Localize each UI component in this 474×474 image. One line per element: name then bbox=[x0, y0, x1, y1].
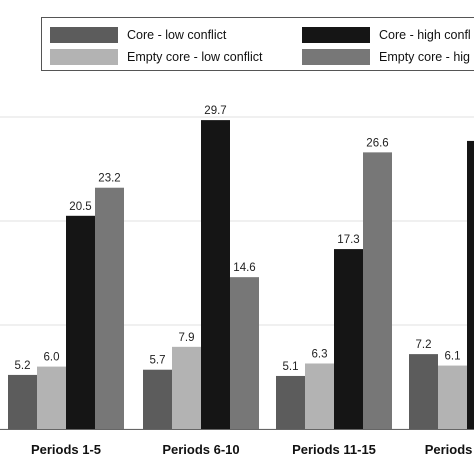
legend-label: Core - high confl bbox=[379, 28, 471, 42]
legend: Core - low conflict Empty core - low con… bbox=[41, 17, 474, 71]
data-label: 17.3 bbox=[337, 234, 359, 246]
x-tick-label: Periods 1-5 bbox=[31, 442, 101, 457]
data-label: 5.2 bbox=[15, 360, 31, 372]
bar bbox=[143, 369, 172, 429]
x-tick-label: Periods 11-15 bbox=[292, 442, 376, 457]
legend-item-core-low: Core - low conflict bbox=[50, 26, 226, 44]
data-label: 6.1 bbox=[445, 351, 461, 363]
data-label: 6.0 bbox=[44, 352, 60, 364]
bar bbox=[66, 215, 95, 429]
data-label: 7.9 bbox=[179, 332, 195, 344]
legend-item-empty-low: Empty core - low conflict bbox=[50, 48, 262, 66]
legend-label: Empty core - low conflict bbox=[127, 50, 263, 64]
bar bbox=[334, 249, 363, 429]
bar bbox=[8, 374, 37, 429]
bar bbox=[438, 365, 467, 429]
legend-label: Core - low conflict bbox=[127, 28, 227, 42]
bar bbox=[230, 277, 259, 429]
bar bbox=[409, 354, 438, 429]
bar bbox=[467, 140, 474, 430]
x-tick-label: Periods 6-10 bbox=[162, 442, 239, 457]
data-label: 5.7 bbox=[150, 355, 166, 367]
legend-swatch bbox=[50, 49, 118, 65]
bar bbox=[305, 363, 334, 429]
bar bbox=[37, 366, 66, 429]
data-label: 14.6 bbox=[233, 262, 255, 274]
legend-swatch bbox=[50, 27, 118, 43]
bar bbox=[363, 152, 392, 430]
bar bbox=[201, 120, 230, 430]
data-label: 7.2 bbox=[416, 339, 432, 351]
legend-swatch bbox=[302, 49, 370, 65]
data-label: 5.1 bbox=[283, 361, 299, 373]
data-label: 23.2 bbox=[98, 173, 120, 185]
legend-item-empty-high: Empty core - hig bbox=[302, 48, 470, 66]
x-tick-label: Periods 16-20 bbox=[425, 442, 474, 457]
data-label: 6.3 bbox=[312, 348, 328, 360]
bar bbox=[276, 375, 305, 429]
legend-item-core-high: Core - high confl bbox=[302, 26, 471, 44]
bar bbox=[95, 187, 124, 429]
bar bbox=[172, 346, 201, 429]
data-label: 29.7 bbox=[204, 105, 226, 117]
legend-label: Empty core - hig bbox=[379, 50, 471, 64]
data-label: 20.5 bbox=[69, 201, 91, 213]
data-label: 26.6 bbox=[366, 137, 388, 149]
legend-swatch bbox=[302, 27, 370, 43]
